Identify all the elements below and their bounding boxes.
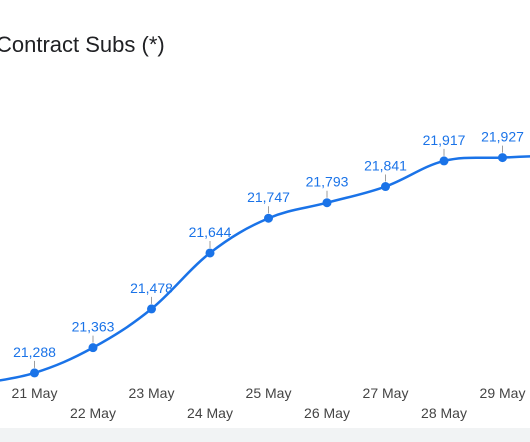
data-label: 21,288 — [13, 344, 56, 360]
data-label: 21,644 — [189, 224, 232, 240]
data-point[interactable] — [88, 343, 98, 353]
data-label: 21,363 — [72, 319, 115, 335]
data-label-layer: 21,288 21,363 21,478 21,644 21,747 21,793 21,8… — [13, 129, 524, 368]
data-point[interactable] — [147, 304, 156, 314]
data-point[interactable] — [205, 248, 215, 258]
data-point[interactable] — [439, 156, 449, 166]
data-point[interactable] — [381, 182, 390, 192]
bottom-scroll-band — [0, 428, 530, 442]
x-tick-label: 23 May — [129, 385, 175, 401]
x-tick-label: 22 May — [70, 405, 116, 421]
data-point[interactable] — [30, 368, 39, 378]
data-label: 21,927 — [481, 129, 524, 145]
chart-title: Contract Subs (*) — [0, 32, 165, 57]
x-tick-label: 25 May — [246, 385, 292, 401]
x-tick-label: 21 May — [12, 385, 58, 401]
data-label: 21,917 — [423, 132, 466, 148]
data-point-layer — [30, 153, 507, 378]
x-tick-label: 28 May — [421, 405, 467, 421]
data-point[interactable] — [498, 153, 507, 163]
data-label: 21,747 — [247, 189, 290, 205]
x-tick-label: 24 May — [187, 405, 233, 421]
x-tick-label: 29 May — [480, 385, 526, 401]
data-point[interactable] — [264, 213, 273, 223]
x-tick-label: 26 May — [304, 405, 350, 421]
data-point[interactable] — [322, 198, 332, 208]
data-label: 21,793 — [306, 174, 349, 190]
x-tick-layer: 21 May 22 May 23 May 24 May 25 May 26 May 27 M… — [12, 385, 526, 421]
data-label: 21,841 — [364, 158, 407, 174]
x-tick-label: 27 May — [363, 385, 409, 401]
data-label: 21,478 — [130, 280, 173, 296]
